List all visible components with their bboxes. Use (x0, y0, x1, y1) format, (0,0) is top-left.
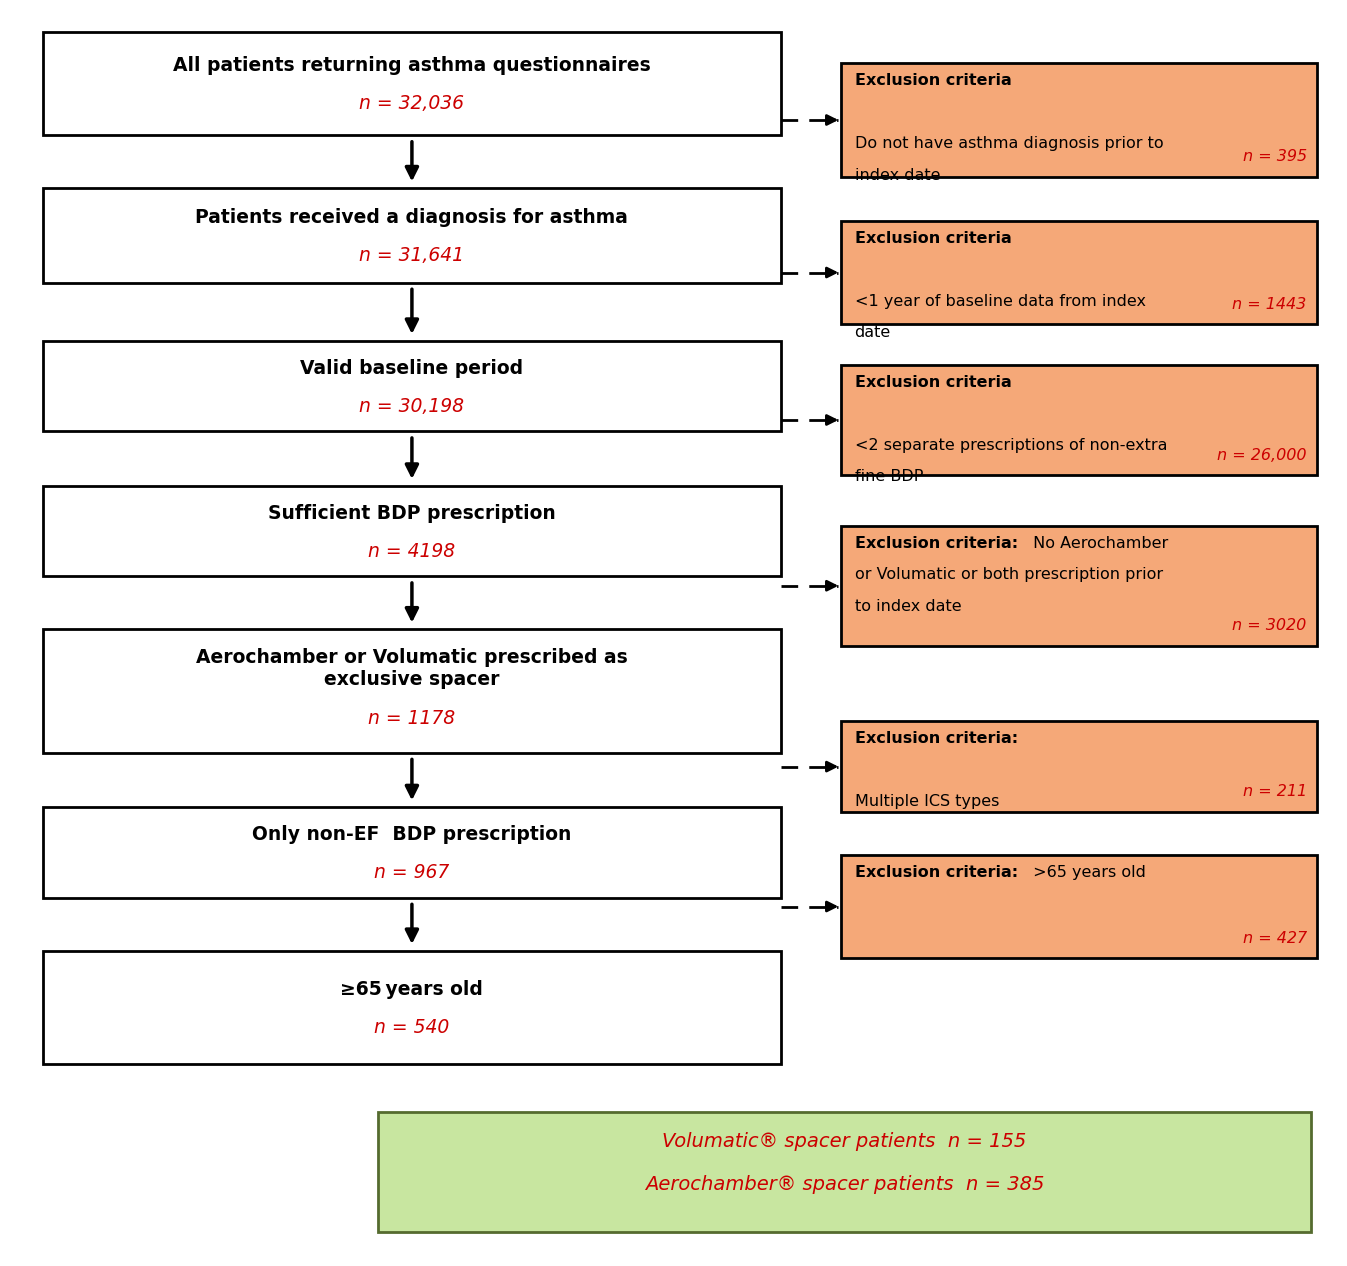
FancyBboxPatch shape (841, 855, 1317, 958)
Text: n = 395: n = 395 (1242, 149, 1307, 165)
Text: Do not have asthma diagnosis prior to: Do not have asthma diagnosis prior to (854, 137, 1164, 152)
Text: Valid baseline period: Valid baseline period (300, 358, 524, 377)
FancyBboxPatch shape (43, 32, 781, 135)
Text: date: date (854, 325, 890, 341)
Text: n = 1443: n = 1443 (1233, 296, 1307, 311)
FancyBboxPatch shape (841, 365, 1317, 476)
Text: to index date: to index date (854, 599, 962, 614)
Text: Aerochamber or Volumatic prescribed as
exclusive spacer: Aerochamber or Volumatic prescribed as e… (197, 648, 628, 689)
Text: n = 4198: n = 4198 (368, 542, 455, 561)
Text: n = 967: n = 967 (374, 863, 450, 882)
Text: >65 years old: >65 years old (1028, 865, 1146, 880)
Text: <1 year of baseline data from index: <1 year of baseline data from index (854, 294, 1145, 309)
Text: All patients returning asthma questionnaires: All patients returning asthma questionna… (172, 56, 651, 75)
Text: Only non-EF  BDP prescription: Only non-EF BDP prescription (252, 825, 571, 844)
Text: Exclusion criteria: Exclusion criteria (854, 230, 1012, 246)
FancyBboxPatch shape (43, 486, 781, 576)
FancyBboxPatch shape (43, 951, 781, 1063)
Text: No Aerochamber: No Aerochamber (1028, 536, 1168, 551)
Text: n = 31,641: n = 31,641 (360, 246, 465, 265)
FancyBboxPatch shape (43, 629, 781, 753)
Text: Multiple ICS types: Multiple ICS types (854, 794, 999, 809)
Text: n = 32,036: n = 32,036 (360, 94, 465, 113)
Text: Exclusion criteria:: Exclusion criteria: (854, 536, 1018, 551)
FancyBboxPatch shape (841, 220, 1317, 324)
Text: Volumatic® spacer patients  n = 155: Volumatic® spacer patients n = 155 (663, 1132, 1026, 1151)
Text: Patients received a diagnosis for asthma: Patients received a diagnosis for asthma (195, 208, 628, 227)
Text: n = 30,198: n = 30,198 (360, 396, 465, 415)
Text: Exclusion criteria:: Exclusion criteria: (854, 865, 1018, 880)
Text: Exclusion criteria:: Exclusion criteria: (854, 732, 1018, 747)
Text: or Volumatic or both prescription prior: or Volumatic or both prescription prior (854, 567, 1162, 582)
Text: Aerochamber® spacer patients  n = 385: Aerochamber® spacer patients n = 385 (645, 1175, 1044, 1194)
Text: n = 26,000: n = 26,000 (1218, 448, 1307, 463)
Text: Sufficient BDP prescription: Sufficient BDP prescription (268, 504, 556, 523)
Text: Exclusion criteria: Exclusion criteria (854, 73, 1012, 89)
Text: n = 3020: n = 3020 (1233, 618, 1307, 633)
Text: n = 427: n = 427 (1242, 931, 1307, 946)
Text: n = 540: n = 540 (374, 1018, 450, 1037)
FancyBboxPatch shape (841, 525, 1317, 646)
FancyBboxPatch shape (379, 1112, 1311, 1232)
Text: Exclusion criteria: Exclusion criteria (854, 375, 1012, 390)
FancyBboxPatch shape (43, 806, 781, 898)
FancyBboxPatch shape (841, 722, 1317, 812)
Text: ≥65 years old: ≥65 years old (341, 980, 484, 999)
Text: n = 211: n = 211 (1242, 785, 1307, 799)
Text: <2 separate prescriptions of non-extra: <2 separate prescriptions of non-extra (854, 438, 1167, 453)
FancyBboxPatch shape (43, 341, 781, 432)
Text: n = 1178: n = 1178 (368, 709, 455, 728)
Text: fine BDP: fine BDP (854, 470, 923, 484)
FancyBboxPatch shape (841, 63, 1317, 177)
Text: index date: index date (854, 168, 940, 182)
FancyBboxPatch shape (43, 189, 781, 282)
